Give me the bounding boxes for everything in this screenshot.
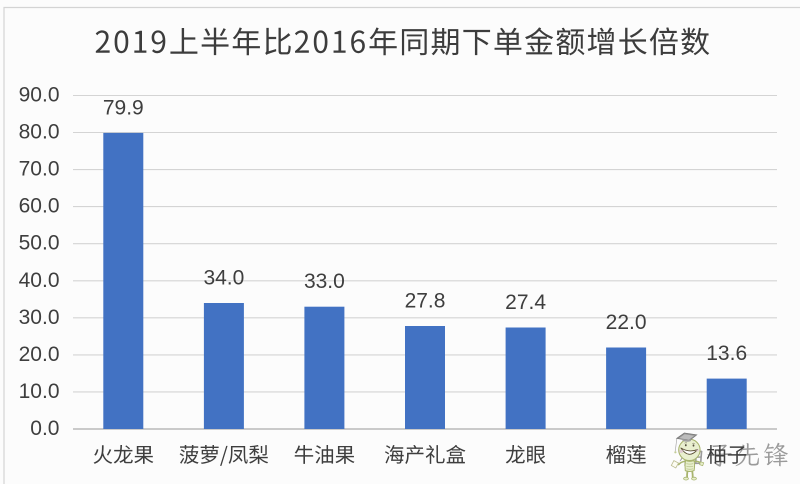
svg-text:40.0: 40.0 (19, 269, 60, 292)
svg-text:27.4: 27.4 (505, 291, 546, 314)
svg-text:10.0: 10.0 (19, 380, 60, 403)
svg-text:33.0: 33.0 (304, 270, 345, 293)
svg-text:80.0: 80.0 (19, 121, 60, 144)
svg-text:50.0: 50.0 (19, 232, 60, 255)
svg-text:22.0: 22.0 (606, 311, 647, 334)
svg-text:13.6: 13.6 (706, 342, 747, 365)
svg-text:90.0: 90.0 (19, 84, 60, 107)
svg-text:79.9: 79.9 (103, 96, 144, 119)
svg-text:20.0: 20.0 (19, 343, 60, 366)
svg-text:70.0: 70.0 (19, 158, 60, 181)
svg-text:34.0: 34.0 (203, 267, 244, 290)
svg-text:0.0: 0.0 (30, 417, 59, 440)
svg-text:27.8: 27.8 (405, 290, 446, 313)
svg-text:30.0: 30.0 (19, 306, 60, 329)
svg-text:60.0: 60.0 (19, 195, 60, 218)
